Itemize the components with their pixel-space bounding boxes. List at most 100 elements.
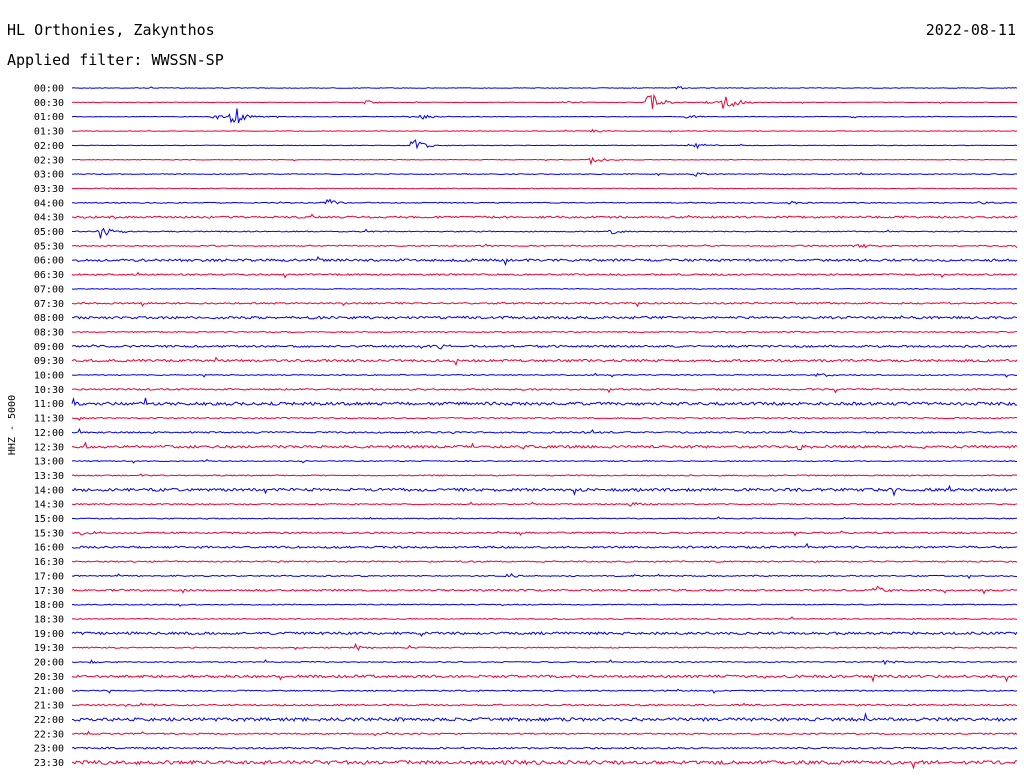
y-axis-label: HHZ - 5000 — [7, 395, 18, 455]
trace-line — [71, 256, 1018, 267]
trace-line — [71, 243, 1018, 249]
row-time-label: 23:30 — [34, 758, 64, 769]
row-time-label: 14:30 — [34, 500, 64, 511]
trace-line — [71, 631, 1018, 637]
row-time-label: 01:00 — [34, 112, 64, 123]
row-time-label: 11:30 — [34, 414, 64, 425]
trace-line — [71, 542, 1018, 549]
trace-line — [71, 344, 1018, 350]
row-time-label: 19:00 — [34, 629, 64, 640]
row-time-label: 19:30 — [34, 643, 64, 654]
row-time-label: 09:30 — [34, 356, 64, 367]
row-time-label: 06:30 — [34, 270, 64, 281]
row-time-label: 03:30 — [34, 184, 64, 195]
trace-line — [71, 213, 1018, 220]
trace-line — [71, 688, 1018, 694]
row-time-label: 15:30 — [34, 528, 64, 539]
row-time-label: 10:00 — [34, 371, 64, 382]
row-time-label: 11:00 — [34, 399, 64, 410]
row-time-label: 17:00 — [34, 571, 64, 582]
row-time-label: 17:30 — [34, 586, 64, 597]
trace-line — [71, 108, 1017, 124]
row-time-label: 18:00 — [34, 600, 64, 611]
trace-line — [71, 428, 1018, 435]
row-time-label: 09:00 — [34, 342, 64, 353]
row-time-label: 13:30 — [34, 471, 64, 482]
row-time-label: 12:30 — [34, 442, 64, 453]
row-time-label: 18:30 — [34, 614, 64, 625]
station-title: HL Orthonies, Zakynthos — [7, 21, 215, 39]
trace-line — [72, 93, 1018, 109]
row-time-label: 08:00 — [34, 313, 64, 324]
row-time-label: 16:00 — [34, 543, 64, 554]
trace-line — [72, 516, 1018, 520]
trace-line — [71, 702, 1018, 708]
trace-line — [71, 198, 1018, 205]
trace-line — [71, 459, 1017, 464]
filter-info: Applied filter: WWSSN-SP — [7, 51, 224, 69]
row-time-label: 07:00 — [34, 284, 64, 295]
trace-line — [71, 85, 1018, 90]
row-time-label: 10:30 — [34, 385, 64, 396]
trace-line — [71, 416, 1018, 421]
filter-label: Applied filter: — [7, 51, 143, 69]
row-time-label: 23:00 — [34, 744, 64, 755]
trace-line — [72, 759, 1018, 770]
trace-line — [71, 441, 1018, 451]
row-time-label: 08:30 — [34, 327, 64, 338]
trace-rows: 00:00 00:30 01:00 01:30 02:00 02:30 03:00 03:30… — [34, 84, 1018, 770]
trace-line — [71, 484, 1018, 497]
trace-line — [71, 616, 1018, 620]
row-time-label: 07:30 — [34, 299, 64, 310]
trace-line — [71, 396, 1018, 407]
row-time-label: 22:30 — [34, 729, 64, 740]
row-time-label: 03:00 — [34, 170, 64, 181]
trace-line — [71, 287, 1018, 291]
trace-line — [71, 573, 1017, 580]
row-time-label: 21:30 — [34, 701, 64, 712]
trace-line — [71, 530, 1018, 537]
trace-line — [71, 730, 1018, 737]
row-time-label: 02:30 — [34, 155, 64, 166]
trace-line — [71, 271, 1018, 279]
trace-line — [71, 674, 1018, 683]
row-time-label: 16:30 — [34, 557, 64, 568]
row-time-label: 20:00 — [34, 658, 64, 669]
trace-line — [71, 711, 1018, 722]
row-time-label: 00:00 — [34, 84, 64, 95]
trace-line — [71, 746, 1018, 750]
row-time-label: 05:00 — [34, 227, 64, 238]
trace-line — [72, 387, 1018, 394]
row-time-label: 22:00 — [34, 715, 64, 726]
trace-line — [71, 171, 1017, 177]
trace-line — [71, 659, 1017, 666]
trace-line — [71, 560, 1018, 563]
trace-line — [71, 642, 1018, 651]
trace-line — [72, 227, 1018, 239]
trace-line — [71, 473, 1018, 477]
row-time-label: 15:00 — [34, 514, 64, 525]
filter-value: WWSSN-SP — [151, 51, 224, 69]
trace-line — [71, 156, 1018, 166]
trace-line — [71, 603, 1018, 607]
trace-line — [71, 356, 1018, 367]
trace-line — [71, 315, 1018, 320]
row-time-label: 14:00 — [34, 485, 64, 496]
trace-line — [71, 372, 1018, 378]
row-time-label: 13:00 — [34, 457, 64, 468]
row-time-label: 02:00 — [34, 141, 64, 152]
row-time-label: 04:00 — [34, 198, 64, 209]
row-time-label: 12:00 — [34, 428, 64, 439]
trace-line — [71, 330, 1018, 334]
row-time-label: 05:30 — [34, 241, 64, 252]
trace-line — [71, 301, 1018, 308]
row-time-label: 06:00 — [34, 256, 64, 267]
row-time-label: 21:00 — [34, 686, 64, 697]
row-time-label: 04:30 — [34, 213, 64, 224]
row-time-label: 20:30 — [34, 672, 64, 683]
trace-line — [71, 139, 1018, 150]
date-label: 2022-08-11 — [925, 21, 1016, 39]
trace-line — [71, 128, 1018, 133]
trace-line — [71, 585, 1018, 595]
